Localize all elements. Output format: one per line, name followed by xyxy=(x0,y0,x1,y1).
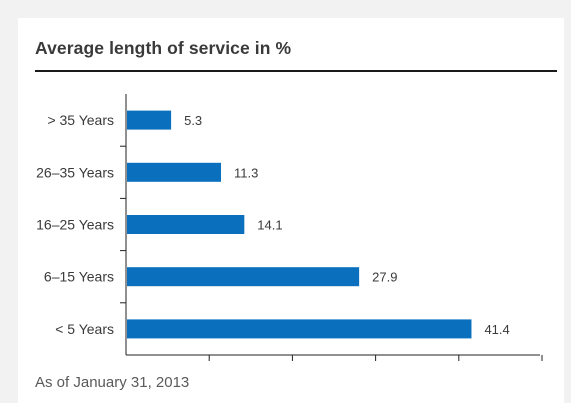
y-tick-label: 16–25 Years xyxy=(36,217,114,233)
data-label: 27.9 xyxy=(372,270,397,285)
y-tick-label: 6–15 Years xyxy=(44,269,114,285)
chart-bars xyxy=(127,110,472,339)
data-label: 11.3 xyxy=(234,165,258,180)
y-tick-label: 26–35 Years xyxy=(36,164,114,180)
data-label: 41.4 xyxy=(484,322,509,337)
chart-labels: > 35 Years 5.3 26–35 Years 11.3 16–25 Years 1… xyxy=(36,112,510,337)
data-label: 14.1 xyxy=(257,218,282,233)
bar xyxy=(127,162,222,182)
chart-title: Average length of service in % xyxy=(35,38,292,58)
data-label: 5.3 xyxy=(184,113,202,128)
bar xyxy=(127,215,245,234)
chart-axes xyxy=(120,94,543,361)
y-tick-label: < 5 Years xyxy=(55,321,114,337)
footnote: As of January 31, 2013 xyxy=(35,374,190,391)
chart-panel xyxy=(18,18,564,403)
title-divider xyxy=(35,70,557,72)
bar xyxy=(127,319,472,339)
y-tick-label: > 35 Years xyxy=(47,112,114,128)
bar xyxy=(127,267,360,287)
bar xyxy=(127,110,172,130)
